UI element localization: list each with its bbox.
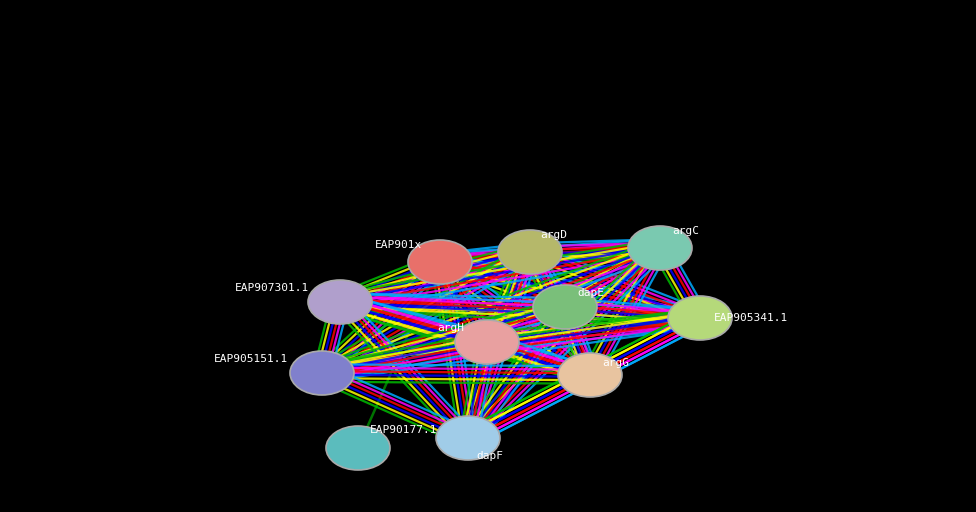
- Text: EAP90177.1: EAP90177.1: [370, 425, 437, 435]
- Ellipse shape: [668, 296, 732, 340]
- Ellipse shape: [628, 226, 692, 270]
- Ellipse shape: [326, 426, 390, 470]
- Text: argH: argH: [437, 323, 464, 333]
- Text: EAP905341.1: EAP905341.1: [714, 313, 789, 323]
- Ellipse shape: [308, 280, 372, 324]
- Ellipse shape: [290, 351, 354, 395]
- Text: EAP907301.1: EAP907301.1: [235, 283, 309, 293]
- Text: argD: argD: [540, 230, 567, 240]
- Ellipse shape: [455, 320, 519, 364]
- Text: EAP905151.1: EAP905151.1: [214, 354, 288, 364]
- Ellipse shape: [533, 285, 597, 329]
- Text: argC: argC: [672, 226, 699, 236]
- Ellipse shape: [408, 240, 472, 284]
- Text: EAP901x: EAP901x: [375, 240, 423, 250]
- Ellipse shape: [558, 353, 622, 397]
- Ellipse shape: [436, 416, 500, 460]
- Text: dapF: dapF: [476, 451, 503, 461]
- Text: dapE: dapE: [577, 288, 604, 298]
- Ellipse shape: [498, 230, 562, 274]
- Text: argG: argG: [602, 358, 629, 368]
